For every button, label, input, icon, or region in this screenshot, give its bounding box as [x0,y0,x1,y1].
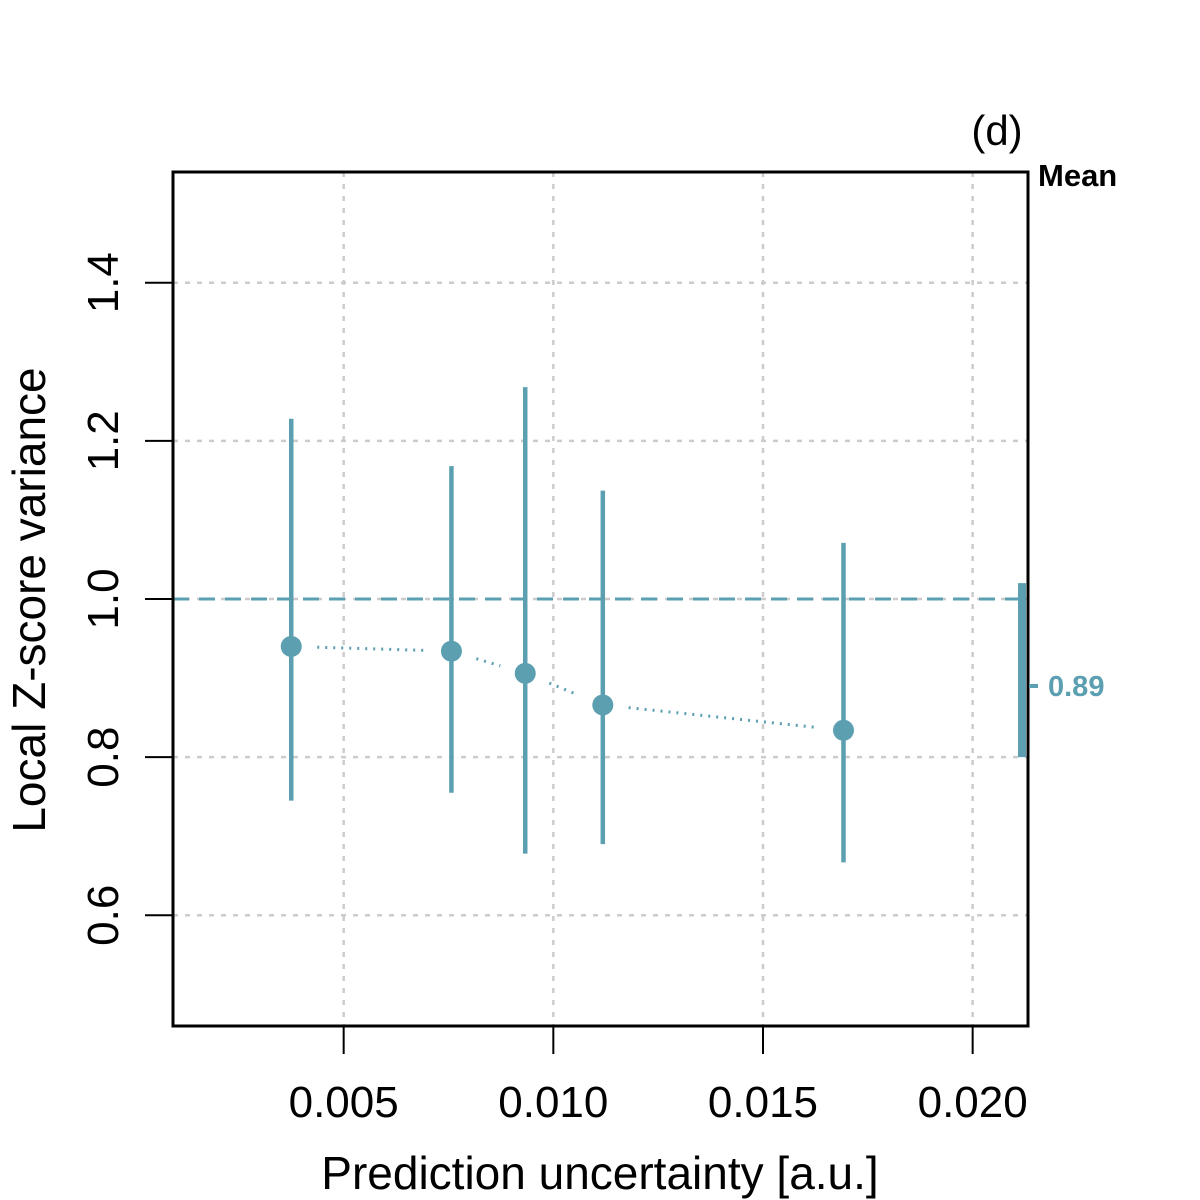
mean-value-label: 0.89 [1048,671,1104,703]
mean-indicator: 0.89 [1018,583,1104,758]
data-point [832,719,854,741]
y-tick-label: 1.0 [79,568,128,629]
x-axis-title: Prediction uncertainty [a.u.] [321,1147,878,1199]
trend-segment [475,657,501,668]
data-points [280,635,854,741]
x-tick-label: 0.010 [498,1078,608,1127]
panel-label: (d) [971,107,1022,154]
x-tick-label: 0.015 [708,1078,818,1127]
x-tick-label: 0.020 [918,1078,1028,1127]
x-tick-label: 0.005 [289,1078,399,1127]
y-tick-label: 1.2 [79,410,128,471]
y-tick-label: 0.8 [79,727,128,788]
data-point [592,694,614,716]
trend-segment [628,706,818,730]
y-axis: 0.6 0.8 1.0 1.2 1.4 [79,252,173,946]
y-axis-title: Local Z-score variance [3,367,55,832]
y-tick-label: 0.6 [79,885,128,946]
mean-title: Mean [1038,158,1117,193]
trend-segment [317,645,426,652]
trend-line-group [317,645,818,730]
data-point [514,662,536,684]
x-axis: 0.005 0.010 0.015 0.020 [289,1026,1028,1127]
error-bars [288,387,846,863]
y-tick-label: 1.4 [79,252,128,313]
data-point [280,635,302,657]
data-point [440,640,462,662]
